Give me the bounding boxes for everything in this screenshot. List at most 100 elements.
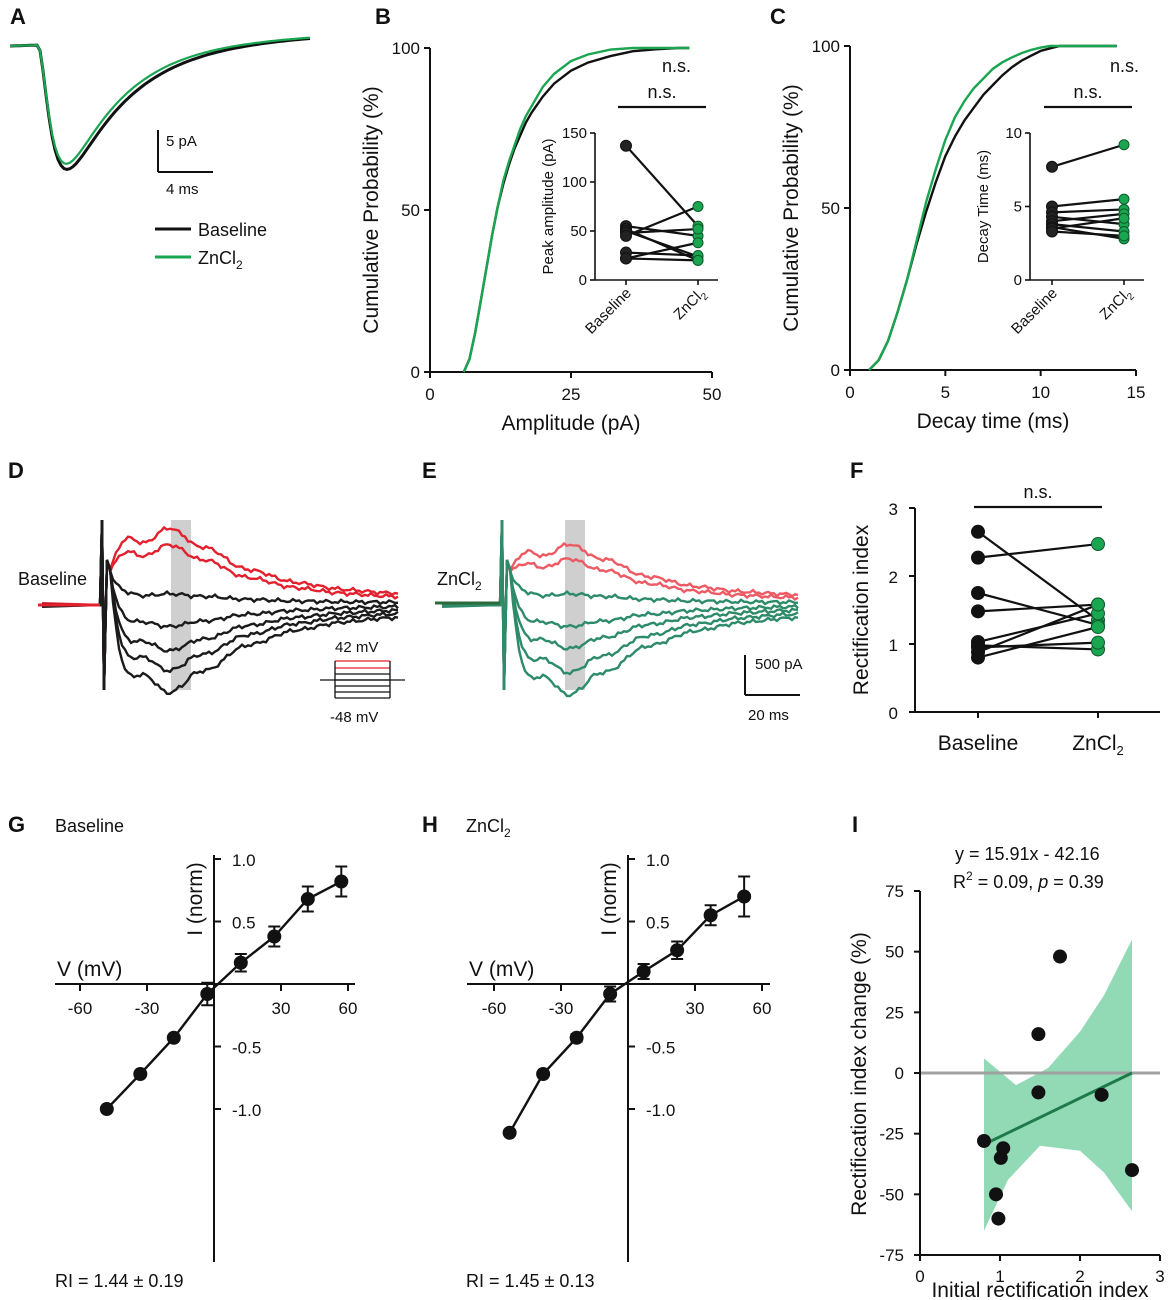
x-tick-label: -60 xyxy=(482,999,507,1018)
current-trace xyxy=(441,519,799,691)
iv-point xyxy=(670,943,685,958)
y-tick-label: 1.0 xyxy=(232,851,256,870)
panel-g-letter: G xyxy=(8,812,25,837)
inset-point-zncl2 xyxy=(1118,212,1130,224)
panel-e-scale-x-label: 20 ms xyxy=(748,707,789,724)
y-tick-label: 1.0 xyxy=(646,851,670,870)
point-baseline xyxy=(971,550,985,565)
iv-point xyxy=(603,987,618,1001)
panel-g-ri: RI = 1.44 ± 0.19 xyxy=(55,1271,183,1291)
point-zncl2 xyxy=(1091,537,1105,552)
inset-point-zncl2 xyxy=(692,201,704,212)
y-tick-label: 3 xyxy=(889,500,898,519)
inset-point-zncl2 xyxy=(692,223,704,235)
legend-label-baseline: Baseline xyxy=(198,220,267,240)
panel-b-annotation: n.s. xyxy=(662,56,691,76)
panel-a-legend: Baseline ZnCl2 xyxy=(155,220,267,272)
iv-point xyxy=(536,1067,551,1081)
panel-e-traces xyxy=(435,519,799,698)
x-tick-label: -30 xyxy=(549,999,574,1018)
iv-point xyxy=(166,1030,181,1045)
current-trace xyxy=(441,519,799,691)
step-bottom-label: -48 mV xyxy=(330,709,378,726)
y-tick-label: 50 xyxy=(821,199,840,218)
x-axis-label: Initial rectification index xyxy=(931,1279,1149,1300)
panel-a-scale-y-label: 5 pA xyxy=(166,133,197,150)
x-label-zncl2: ZnCl2 xyxy=(1072,732,1124,758)
panel-d: D Baseline 42 mV -48 mV xyxy=(8,458,405,726)
inset-y-axis-label: Peak amplitude (pA) xyxy=(540,139,557,275)
x-tick-label: 10 xyxy=(1031,383,1050,402)
inset-point-baseline xyxy=(1046,160,1058,173)
y-tick-label: -1.0 xyxy=(646,1101,675,1120)
inset-point-baseline xyxy=(620,139,632,152)
iv-point xyxy=(233,955,248,970)
panel-i: I y = 15.91x - 42.16 R2 = 0.09, p = 0.39… xyxy=(848,812,1165,1300)
inset-y-tick-label: 10 xyxy=(1005,125,1022,142)
inset-y-tick-label: 100 xyxy=(562,174,587,191)
y-tick-label: 100 xyxy=(812,37,840,56)
inset-x-label-baseline: Baseline xyxy=(582,285,635,338)
inset-pair-line xyxy=(625,241,699,260)
point-zncl2 xyxy=(1091,597,1105,612)
scatter-point xyxy=(1094,1087,1109,1102)
x-tick-label: 15 xyxy=(1127,383,1146,402)
x-tick-label: -30 xyxy=(135,999,160,1018)
panel-b-inset: 0 50 100 150 Peak amplitude (pA) n.s. Baseline… xyxy=(540,82,718,338)
panel-i-equation: y = 15.91x - 42.16 xyxy=(955,844,1100,864)
y-tick-label: 75 xyxy=(885,882,904,901)
current-trace xyxy=(42,519,399,691)
x-tick-label: 3 xyxy=(1155,1267,1164,1286)
y-tick-label: 0 xyxy=(831,361,840,380)
x-tick-label: 30 xyxy=(272,999,291,1018)
inset-point-zncl2 xyxy=(1118,193,1130,205)
panel-g-title: Baseline xyxy=(55,816,124,836)
panel-c-letter: C xyxy=(770,4,786,29)
inset-pair-line xyxy=(625,227,699,235)
panel-c-annotation: n.s. xyxy=(1110,56,1139,76)
y-tick-label: -1.0 xyxy=(232,1101,261,1120)
scatter-point xyxy=(1053,949,1067,964)
point-baseline xyxy=(971,650,985,665)
fit-line xyxy=(983,1071,1133,1146)
iv-point xyxy=(502,1125,517,1140)
inset-pair-line xyxy=(1051,217,1125,230)
point-baseline xyxy=(971,586,985,600)
inset-y-tick-label: 0 xyxy=(1014,272,1022,289)
inset-pair-line xyxy=(625,257,699,262)
y-axis-label: I (norm) xyxy=(598,862,621,936)
panel-e-label: ZnCl2 xyxy=(437,569,482,593)
inset-y-tick-label: 0 xyxy=(579,272,587,289)
x-label-baseline: Baseline xyxy=(938,732,1019,755)
inset-x-label-baseline: Baseline xyxy=(1008,285,1061,338)
inset-pair-line xyxy=(1051,198,1125,208)
inset-annotation: n.s. xyxy=(647,82,676,102)
iv-point xyxy=(569,1030,584,1045)
panel-d-step-protocol: 42 mV -48 mV xyxy=(320,639,405,726)
iv-point xyxy=(200,987,215,1001)
x-axis-label: V (mV) xyxy=(469,958,534,981)
panel-h-title: ZnCl2 xyxy=(466,816,511,840)
current-trace xyxy=(441,519,798,691)
trace-baseline xyxy=(9,37,311,171)
current-trace xyxy=(41,519,399,691)
panel-h-letter: H xyxy=(422,812,438,837)
scatter-point xyxy=(1031,1085,1046,1100)
y-tick-label: -0.5 xyxy=(646,1039,675,1058)
panel-e-letter: E xyxy=(422,458,437,483)
panel-h-iv-plot: -60 -30 30 60 -1.0 -0.5 0.5 1.0 V (mV) I (norm) xyxy=(467,851,771,1262)
y-tick-label: 25 xyxy=(885,1003,904,1022)
panel-b: B 0 50 100 0 25 50 Amplitude (pA) Cumulative Pr… xyxy=(360,4,721,435)
x-axis-label: V (mV) xyxy=(57,958,122,981)
panel-i-letter: I xyxy=(852,812,858,837)
inset-y-axis-label: Decay Time (ms) xyxy=(975,150,992,263)
y-tick-label: 50 xyxy=(885,943,904,962)
y-tick-label: -50 xyxy=(879,1185,904,1204)
panel-g-iv-plot: -60 -30 30 60 -1.0 -0.5 0.5 1.0 V (mV) I (norm) xyxy=(55,851,357,1262)
y-axis-label: I (norm) xyxy=(184,862,207,936)
x-axis-label: Decay time (ms) xyxy=(917,410,1070,433)
x-tick-label: -60 xyxy=(68,999,93,1018)
